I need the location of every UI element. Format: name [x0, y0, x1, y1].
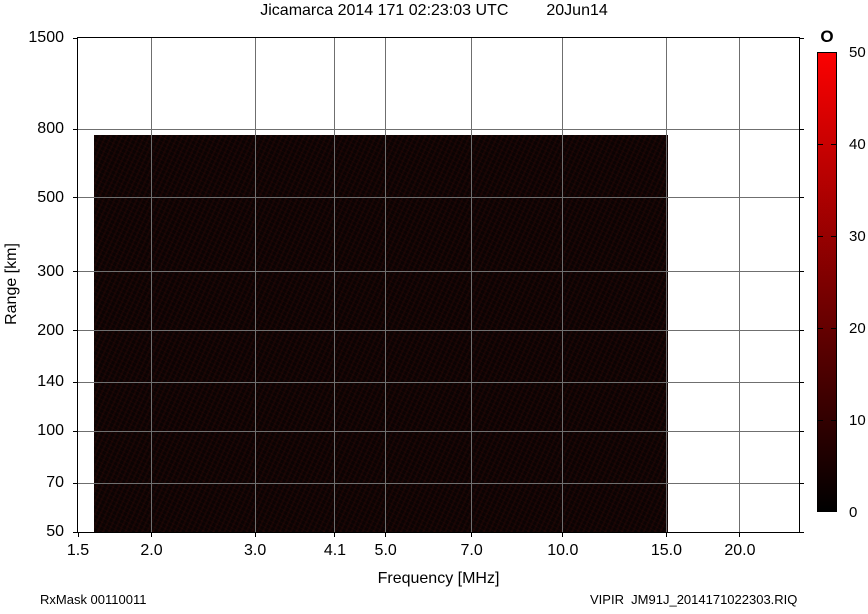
y-tick-label: 100	[37, 422, 64, 440]
y-tick-label: 1500	[28, 29, 64, 46]
x-tick-label: 3.0	[244, 542, 267, 559]
y-axis-tick-right	[799, 430, 804, 432]
x-tick-label: 15.0	[650, 542, 682, 559]
colorbar-tick-label: 40	[849, 136, 866, 153]
colorbar-tick-label: 20	[849, 320, 866, 337]
plot-frame	[77, 37, 800, 533]
gridline-vertical	[471, 38, 473, 532]
colorbar-polarization-label: O	[820, 27, 834, 46]
y-axis-title: Range [km]	[3, 243, 20, 325]
plot-title-date: 20Jun14	[546, 2, 608, 19]
gridline-vertical	[562, 38, 564, 532]
y-axis-tick	[73, 330, 78, 332]
x-axis-tick	[254, 532, 256, 537]
colorbar-tick-dash	[818, 143, 823, 145]
colorbar-tick-dash	[831, 143, 836, 145]
colorbar-tick-dash	[831, 235, 836, 237]
x-axis-tick	[739, 532, 741, 537]
gridline-horizontal	[78, 271, 799, 273]
y-axis-tick-right	[799, 271, 804, 273]
y-tick-label: 200	[37, 321, 64, 339]
plot-title: Jicamarca 2014 171 02:23:03 UTC 20Jun14	[0, 1, 868, 23]
x-tick-label: 4.1	[323, 542, 347, 559]
x-tick-label: 10.0	[547, 542, 579, 559]
echo-data-region	[94, 134, 669, 532]
x-tick-label: 2.0	[140, 542, 163, 559]
y-axis-tick	[73, 37, 78, 39]
gridline-horizontal	[78, 381, 799, 383]
colorbar-tick-dash	[831, 419, 836, 421]
x-axis-tick	[385, 532, 387, 537]
x-tick-label: 7.0	[460, 542, 483, 559]
gridline-vertical	[385, 38, 387, 532]
gridline-vertical	[665, 38, 667, 532]
y-tick-label: 300	[37, 262, 64, 280]
rxmask-text: RxMask 00110011	[40, 592, 147, 607]
y-axis-tick-right	[799, 531, 804, 533]
colorbar-tick-label: 10	[849, 412, 866, 429]
x-tick-label: 5.0	[374, 542, 397, 559]
y-tick-label: 70	[46, 474, 64, 492]
x-axis-tick	[151, 532, 153, 537]
y-axis-tick	[73, 381, 78, 383]
y-tick-label: 50	[46, 523, 64, 540]
colorbar-tick-dash	[818, 235, 823, 237]
y-axis-tick	[73, 531, 78, 533]
gridline-vertical	[151, 38, 153, 532]
gridline-horizontal	[78, 197, 799, 199]
x-axis-tick	[471, 532, 473, 537]
colorbar-tick-label: 30	[849, 228, 866, 245]
y-axis-tick	[73, 197, 78, 199]
colorbar-tick-dash	[831, 327, 836, 329]
gridline-vertical	[334, 38, 336, 532]
y-axis-tick-right	[799, 37, 804, 39]
colorbar-tick-dash	[818, 419, 823, 421]
y-axis-tick-right	[799, 128, 804, 130]
y-tick-label: 800	[37, 120, 64, 138]
x-tick-label: 20.0	[724, 542, 756, 559]
x-axis-title: Frequency [MHz]	[377, 570, 500, 587]
y-axis-tick-right	[799, 482, 804, 484]
x-axis-tick	[665, 532, 667, 537]
x-axis-tick	[334, 532, 336, 537]
source-file-text: VIPIR JM91J_2014171022303.RIQ	[590, 592, 798, 607]
gridline-vertical	[254, 38, 256, 532]
plot-title-main: Jicamarca 2014 171 02:23:03 UTC	[260, 2, 509, 19]
colorbar-tick-dash	[818, 327, 823, 329]
y-axis-tick	[73, 128, 78, 130]
gridline-horizontal	[78, 330, 799, 332]
gridline-horizontal	[78, 482, 799, 484]
colorbar-tick-label: 0	[849, 504, 858, 521]
x-axis-tick	[562, 532, 564, 537]
y-axis-tick	[73, 271, 78, 273]
gridline-horizontal	[78, 430, 799, 432]
y-axis-tick	[73, 482, 78, 484]
y-axis-tick-right	[799, 381, 804, 383]
gridline-vertical	[739, 38, 741, 532]
x-axis-tick	[77, 532, 79, 537]
y-tick-label: 500	[37, 188, 64, 206]
y-axis-tick-right	[799, 330, 804, 332]
y-axis-tick	[73, 430, 78, 432]
y-axis-tick-right	[799, 197, 804, 199]
gridline-horizontal	[78, 128, 799, 130]
y-tick-label: 140	[37, 373, 64, 391]
colorbar-gradient	[817, 52, 837, 512]
x-tick-label: 1.5	[66, 542, 90, 559]
colorbar-tick-label: 50	[849, 44, 866, 61]
